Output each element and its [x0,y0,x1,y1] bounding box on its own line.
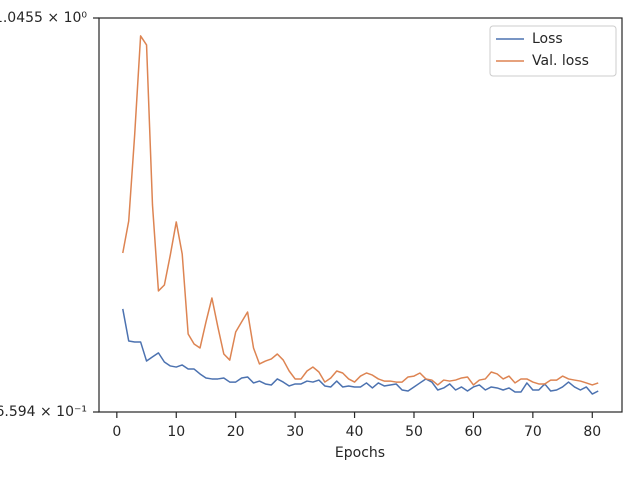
x-tick-label: 60 [465,424,483,440]
legend-label: Val. loss [532,53,589,69]
line-series [122,35,599,386]
x-tick-label: 0 [112,424,121,440]
x-tick-label: 50 [405,424,423,440]
x-tick-label: 80 [583,424,601,440]
x-tick-label: 10 [167,424,185,440]
plot-frame [98,17,623,413]
y-tick-label: 6.594 × 10⁻¹ [0,404,87,420]
line-series [122,308,599,395]
x-tick-label: 40 [346,424,364,440]
legend-label: Loss [532,31,563,47]
x-tick-label: 20 [227,424,245,440]
x-tick-label: 30 [286,424,304,440]
y-tick-label: 1.0455 × 10⁰ [0,10,87,26]
x-tick-label: 70 [524,424,542,440]
x-axis-label: Epochs [335,445,385,461]
